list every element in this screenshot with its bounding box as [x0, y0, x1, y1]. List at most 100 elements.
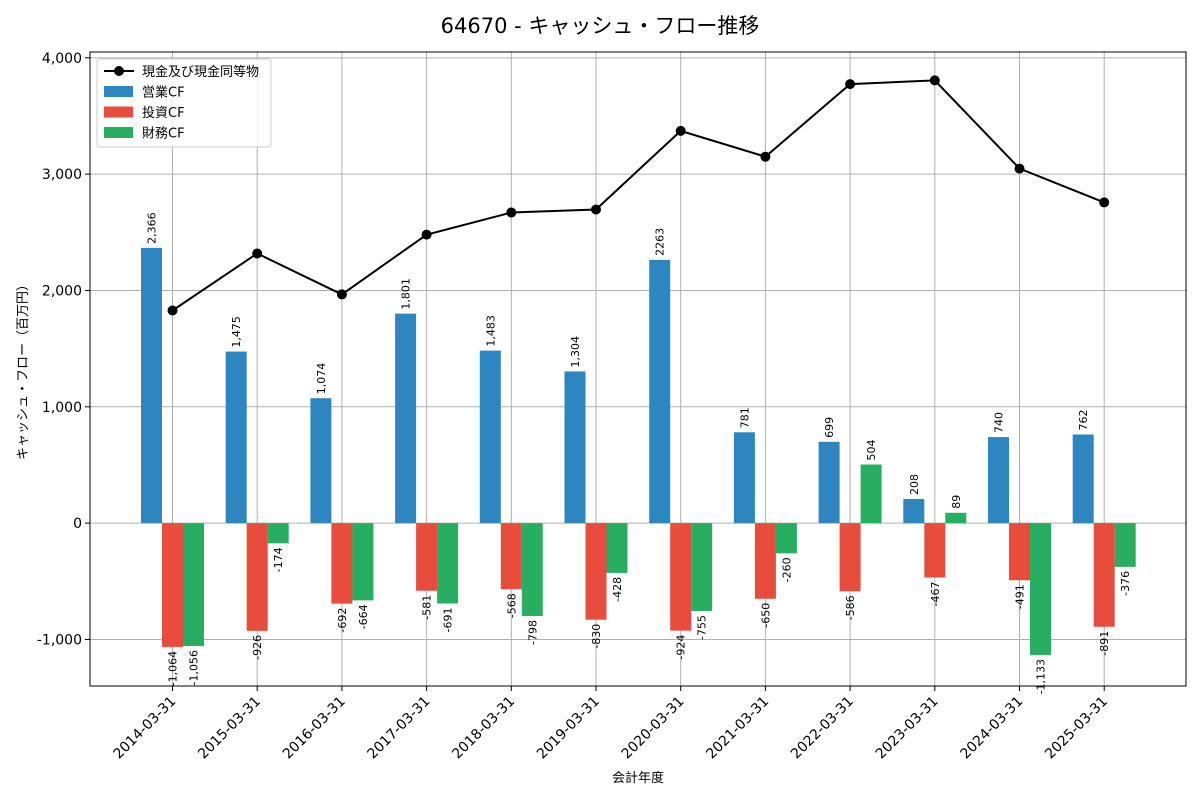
bar-投資CF [670, 523, 692, 631]
bar-value-label: 1,801 [400, 278, 413, 310]
x-tick-label: 2022-03-31 [788, 694, 857, 763]
line-point [1099, 197, 1110, 208]
bar-value-label: -174 [272, 547, 285, 572]
x-tick-label: 2018-03-31 [449, 694, 518, 763]
bar-value-label: -755 [696, 615, 709, 640]
bar-投資CF [331, 523, 353, 604]
bar-value-label: -376 [1119, 571, 1132, 596]
bar-value-label: -467 [929, 581, 942, 606]
bar-value-label: -1,064 [167, 651, 180, 686]
bar-value-label: -1,133 [1035, 659, 1048, 694]
bar-value-label: -260 [780, 557, 793, 582]
x-tick-label: 2019-03-31 [534, 694, 603, 763]
bar-value-label: 89 [950, 495, 963, 509]
line-point [167, 305, 178, 316]
bar-財務CF [352, 523, 374, 601]
bar-財務CF [775, 523, 797, 554]
bar-value-label: 740 [993, 412, 1006, 433]
bar-財務CF [521, 523, 543, 616]
line-point [506, 207, 517, 218]
line-point [760, 151, 771, 162]
legend-marker [114, 66, 124, 76]
x-tick-label: 2015-03-31 [195, 694, 264, 763]
bar-営業CF [818, 441, 840, 524]
x-tick-label: 2025-03-31 [1042, 694, 1111, 763]
y-tick-label: 0 [73, 516, 82, 532]
x-tick-label: 2017-03-31 [365, 694, 434, 763]
bar-value-label: -664 [357, 604, 370, 629]
bar-営業CF [310, 398, 332, 524]
bar-value-label: 2,366 [146, 212, 159, 244]
line-point [336, 289, 347, 300]
bar-value-label: -1,056 [188, 650, 201, 685]
bar-財務CF [860, 464, 882, 524]
bar-value-label: -586 [844, 595, 857, 620]
y-tick-label: 2,000 [42, 283, 82, 299]
y-tick-label: 3,000 [42, 167, 82, 183]
bar-投資CF [500, 523, 522, 590]
x-tick-label: 2014-03-31 [110, 694, 179, 763]
bar-投資CF [754, 523, 776, 599]
legend-label: 投資CF [142, 105, 185, 121]
y-tick-label: 1,000 [42, 400, 82, 416]
bar-value-label: 1,304 [569, 336, 582, 368]
bar-value-label: -581 [421, 595, 434, 620]
line-point [929, 75, 940, 86]
bar-投資CF [162, 523, 183, 647]
bar-value-label: 208 [908, 474, 921, 495]
bar-財務CF [691, 523, 713, 611]
line-point [252, 248, 263, 259]
legend-label: 財務CF [142, 127, 185, 142]
bar-営業CF [733, 432, 755, 524]
bar-営業CF [479, 350, 501, 524]
bars-layer [141, 247, 1136, 655]
bar-value-label: 781 [738, 407, 751, 428]
bar-value-label: -926 [251, 635, 264, 660]
legend-bar-swatch [104, 86, 133, 97]
legend-bar-swatch [104, 106, 133, 118]
bar-投資CF [1093, 523, 1115, 627]
bar-value-label: -650 [759, 603, 772, 628]
bar-value-label: 504 [865, 440, 878, 461]
x-tick-label: 2023-03-31 [873, 694, 942, 763]
x-tick-label: 2016-03-31 [280, 694, 349, 763]
bar-投資CF [839, 523, 861, 592]
bar-value-label: 762 [1077, 409, 1090, 430]
y-axis-label: キャッシュ・フロー（百万円） [16, 278, 31, 460]
line-point [421, 229, 432, 240]
bar-value-label: 1,074 [315, 363, 328, 395]
bar-財務CF [437, 523, 459, 604]
y-tick-label: -1,000 [37, 632, 82, 648]
bar-営業CF [649, 259, 671, 524]
legend-label: 現金及び現金同等物 [142, 64, 259, 80]
legend-box [96, 58, 272, 148]
bar-value-label: -692 [336, 608, 349, 633]
chart-title: 64670 - キャッシュ・フロー推移 [441, 14, 760, 38]
data-labels-layer: 2,366 1,475 1,074 1,801 1,483 1,304 2263 781 699… [146, 212, 1133, 694]
bar-投資CF [246, 523, 268, 631]
bar-財務CF [945, 512, 967, 524]
bar-財務CF [1030, 523, 1051, 655]
bar-value-label: -830 [590, 624, 603, 649]
line-layer [167, 75, 1110, 316]
bar-営業CF [1072, 434, 1094, 524]
bar-value-label: -691 [442, 608, 455, 633]
bar-value-label: 1,475 [230, 316, 243, 348]
bar-営業CF [564, 371, 586, 524]
bar-value-label: -798 [526, 620, 539, 645]
bar-財務CF [606, 523, 628, 573]
bar-営業CF [225, 351, 247, 524]
line-point [845, 79, 856, 90]
bar-value-label: -924 [675, 635, 688, 660]
bar-営業CF [395, 313, 417, 524]
bar-財務CF [183, 523, 204, 646]
legend-bar-swatch [104, 127, 133, 138]
bar-投資CF [416, 523, 438, 591]
line-point [1014, 163, 1025, 174]
bar-営業CF [141, 247, 162, 524]
bar-value-label: -891 [1098, 631, 1111, 656]
bar-財務CF [267, 523, 289, 544]
